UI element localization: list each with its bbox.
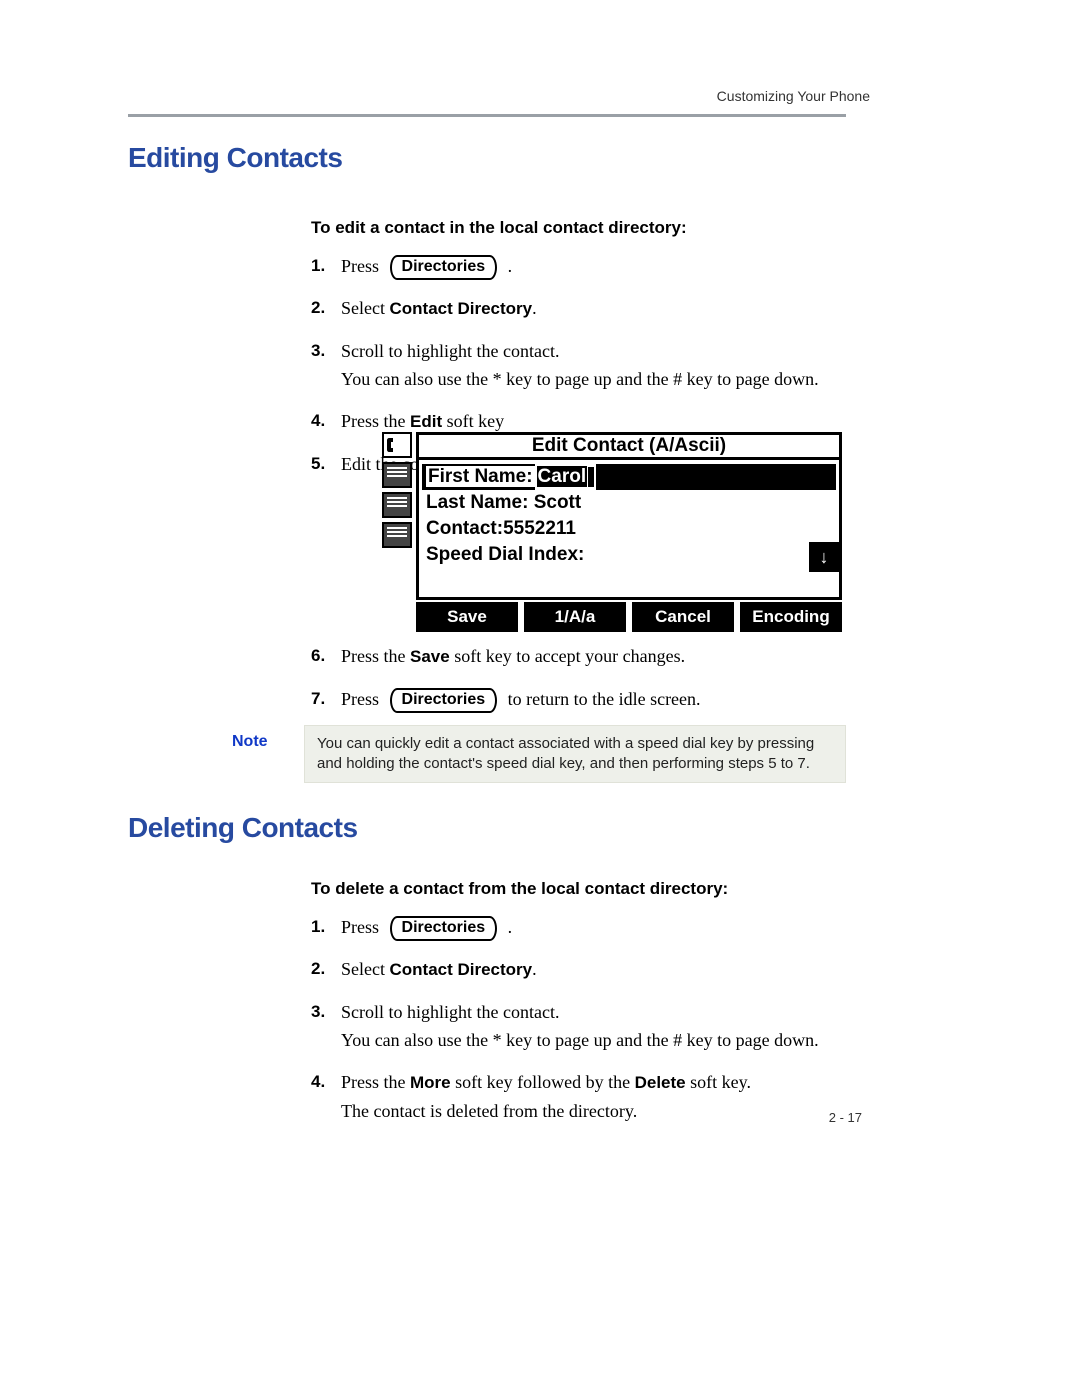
- note-label: Note: [232, 725, 304, 751]
- bold-text: Contact Directory: [389, 299, 532, 318]
- text: Scroll to highlight the contact.: [341, 341, 559, 361]
- text: Press the: [341, 646, 410, 666]
- bold-text: Save: [410, 647, 450, 666]
- heading-deleting-contacts: Deleting Contacts: [128, 812, 358, 844]
- edit-intro: To edit a contact in the local contact d…: [311, 218, 687, 238]
- text: The contact is deleted from the director…: [341, 1101, 637, 1121]
- page: Customizing Your Phone Editing Contacts …: [0, 0, 1080, 1397]
- phone-lcd-figure: Edit Contact (A/Ascii) First Name:Carol …: [382, 432, 842, 632]
- text: Press: [341, 689, 379, 709]
- text: Scroll to highlight the contact.: [341, 1002, 559, 1022]
- text: soft key to accept your changes.: [450, 646, 685, 666]
- softkey-mode: 1/A/a: [524, 602, 626, 632]
- text: You can also use the * key to page up an…: [341, 369, 819, 389]
- softkey-cancel: Cancel: [632, 602, 734, 632]
- softkey-save: Save: [416, 602, 518, 632]
- bold-text: Contact Directory: [389, 960, 532, 979]
- text: .: [508, 917, 513, 937]
- text: Press: [341, 256, 379, 276]
- field-label: Last Name:: [426, 492, 528, 513]
- field-label: Speed Dial Index:: [426, 544, 584, 565]
- lcd-list-icon: [382, 522, 412, 548]
- directories-key-icon: Directories: [390, 916, 498, 941]
- edit-step-2: 2. Select Contact Directory.: [311, 294, 871, 323]
- delete-step-1: 1. Press Directories .: [311, 913, 871, 941]
- text: Press: [341, 917, 379, 937]
- field-value-selected: Carol: [535, 464, 597, 490]
- text: Select: [341, 298, 389, 318]
- text: to return to the idle screen.: [508, 689, 701, 709]
- running-header: Customizing Your Phone: [717, 88, 870, 104]
- lcd-list-icon: [382, 492, 412, 518]
- lcd-row-first-name: First Name:Carol: [422, 464, 836, 490]
- field-label: Contact:: [426, 518, 503, 539]
- lcd-row-sdi: Speed Dial Index:: [422, 542, 836, 568]
- edit-step-3: 3. Scroll to highlight the contact. You …: [311, 337, 871, 393]
- delete-step-2: 2. Select Contact Directory.: [311, 955, 871, 984]
- lcd-row-last-name: Last Name: Scott: [422, 490, 836, 516]
- text: soft key.: [686, 1072, 751, 1092]
- delete-intro: To delete a contact from the local conta…: [311, 879, 728, 899]
- bold-text: Edit: [410, 412, 442, 431]
- field-label: First Name:: [426, 466, 535, 487]
- directories-key-icon: Directories: [390, 688, 498, 713]
- note-block: Note You can quickly edit a contact asso…: [232, 725, 846, 783]
- lcd-row-contact: Contact:5552211: [422, 516, 836, 542]
- field-value: 5552211: [503, 518, 576, 539]
- delete-step-3: 3. Scroll to highlight the contact. You …: [311, 998, 871, 1054]
- text: Press the: [341, 1072, 410, 1092]
- bold-text: Delete: [635, 1073, 686, 1092]
- edit-step-6: 6. Press the Save soft key to accept you…: [311, 642, 871, 671]
- note-text: You can quickly edit a contact associate…: [304, 725, 846, 783]
- lcd-scroll-down-icon: ↓: [809, 542, 839, 572]
- lcd-side-icons: [382, 432, 412, 552]
- delete-steps: 1. Press Directories . 2. Select Contact…: [311, 913, 871, 1139]
- edit-step-7: 7. Press Directories to return to the id…: [311, 685, 871, 713]
- page-number: 2 - 17: [829, 1110, 862, 1125]
- lcd-softkey-row: Save 1/A/a Cancel Encoding: [416, 602, 842, 632]
- text: .: [508, 256, 513, 276]
- text: Press the: [341, 411, 410, 431]
- lcd-title: Edit Contact (A/Ascii): [416, 432, 842, 460]
- text: soft key: [442, 411, 504, 431]
- heading-editing-contacts: Editing Contacts: [128, 142, 342, 174]
- text: .: [532, 298, 537, 318]
- delete-step-4: 4. Press the More soft key followed by t…: [311, 1068, 871, 1125]
- bold-text: More: [410, 1073, 451, 1092]
- edit-steps-6to7: 6. Press the Save soft key to accept you…: [311, 642, 871, 727]
- lcd-list-icon: [382, 462, 412, 488]
- text: soft key followed by the: [451, 1072, 635, 1092]
- text: You can also use the * key to page up an…: [341, 1030, 819, 1050]
- text: Select: [341, 959, 389, 979]
- directories-key-icon: Directories: [390, 255, 498, 280]
- edit-step-1: 1. Press Directories .: [311, 252, 871, 280]
- lcd-phone-icon: [382, 432, 412, 458]
- field-value: Scott: [528, 492, 581, 513]
- header-rule: [128, 114, 846, 117]
- softkey-encoding: Encoding: [740, 602, 842, 632]
- text: .: [532, 959, 537, 979]
